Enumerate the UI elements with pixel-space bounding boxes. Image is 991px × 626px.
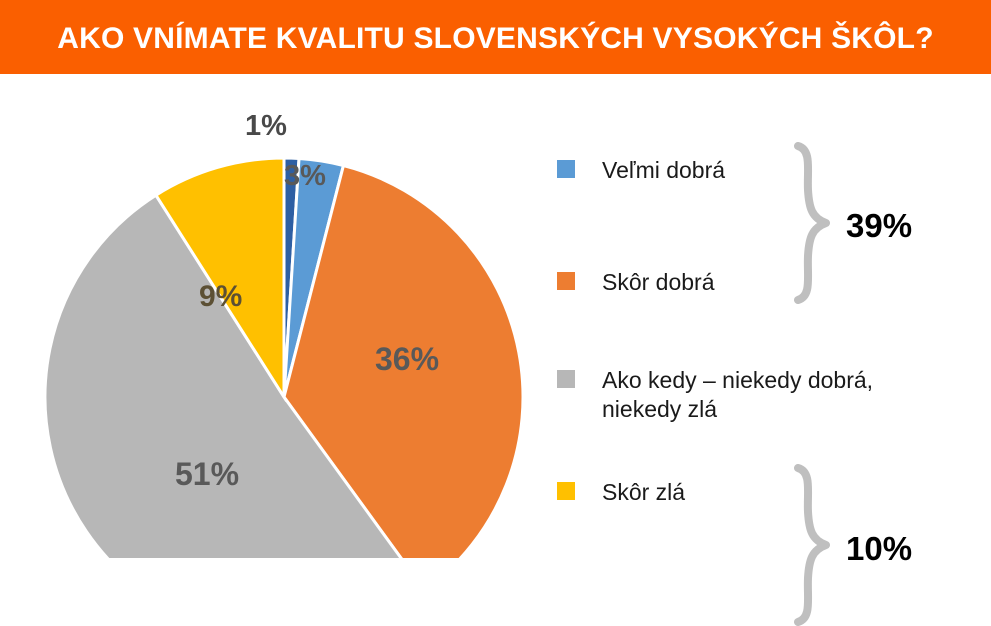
legend-label-1: Skôr dobrá	[602, 269, 715, 295]
pie-slice-value-3: 51%	[175, 456, 240, 492]
legend-label-2: Ako kedy – niekedy dobrá, niekedy zlá	[602, 367, 874, 422]
legend-label-3: Skôr zlá	[602, 479, 686, 505]
page-title: AKO VNÍMATE KVALITU SLOVENSKÝCH VYSOKÝCH…	[57, 22, 934, 55]
legend-swatch-icon-3	[557, 482, 575, 500]
chart-legend: Veľmi dobrá Skôr dobrá Ako kedy – nieked…	[556, 74, 991, 626]
pie-slice-3[interactable]	[43, 193, 424, 558]
legend-item-ako-kedy[interactable]: Ako kedy – niekedy dobrá, niekedy zlá	[557, 366, 873, 424]
pie-slice-value-1: 3%	[284, 160, 326, 192]
group-brace-icon-top	[794, 142, 830, 304]
pie-slice-value-4: 9%	[199, 280, 243, 313]
pie-slice-value-0: 1%	[245, 110, 287, 142]
group-brace-icon-bottom	[794, 464, 830, 626]
pie-slice-2[interactable]	[282, 163, 525, 558]
legend-swatch-icon-2	[557, 370, 575, 388]
group-total-positive: 39%	[846, 207, 913, 244]
legend-item-velmi-dobra[interactable]: Veľmi dobrá	[557, 156, 725, 185]
legend-label-0: Veľmi dobrá	[602, 157, 726, 183]
header-banner: AKO VNÍMATE KVALITU SLOVENSKÝCH VYSOKÝCH…	[0, 0, 991, 74]
legend-swatch-icon-1	[557, 272, 575, 290]
pie-slice-4[interactable]	[153, 156, 286, 403]
pie-chart-svg	[43, 156, 525, 558]
legend-swatch-icon-0	[557, 160, 575, 178]
group-total-negative: 10%	[846, 530, 913, 567]
pie-slices	[43, 156, 525, 558]
pie-slice-value-2: 36%	[375, 341, 440, 377]
legend-item-skor-dobra[interactable]: Skôr dobrá	[557, 268, 715, 297]
legend-item-skor-zla[interactable]: Skôr zlá	[557, 478, 685, 507]
pie-chart: 1% 3% 36% 51% 9%	[0, 74, 560, 558]
chart-area: 1% 3% 36% 51% 9% Veľmi dobrá Skôr dobrá …	[0, 74, 991, 626]
